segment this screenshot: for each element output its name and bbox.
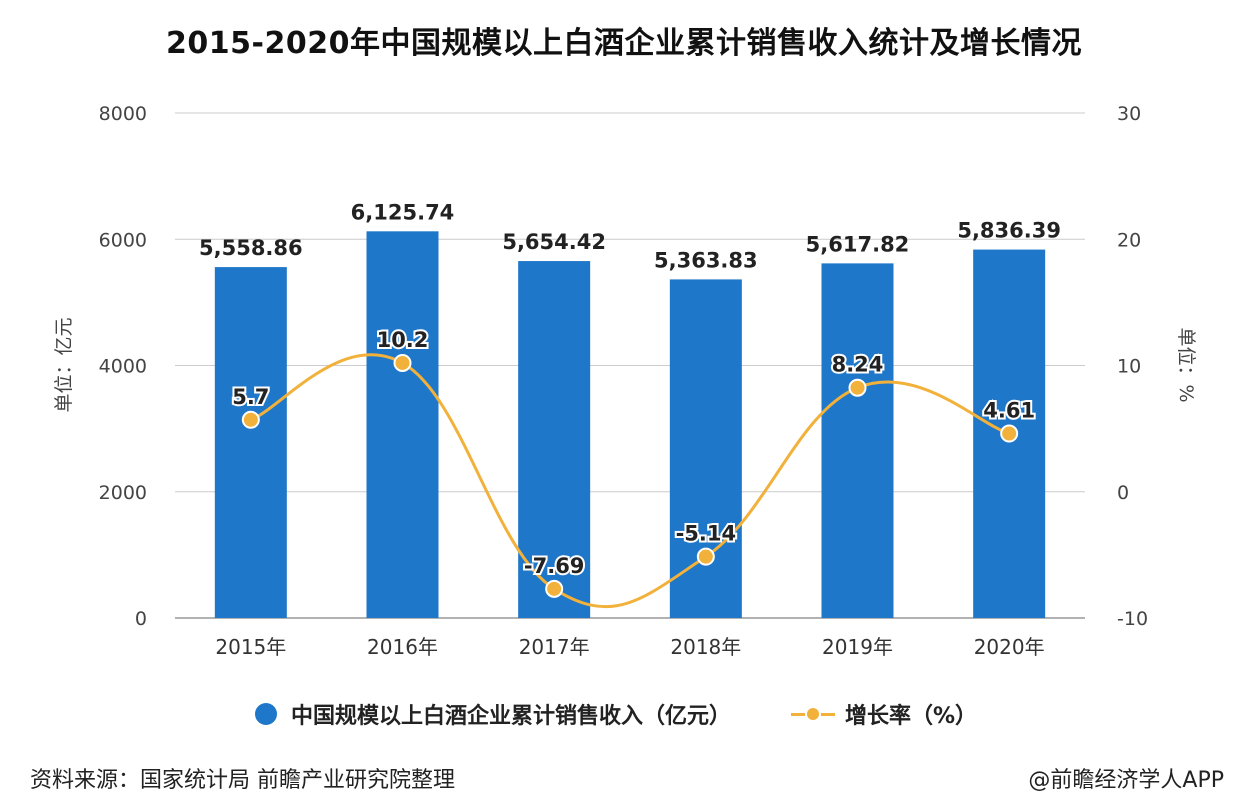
bar-value-label: 5,363.83 xyxy=(654,248,758,272)
y-right-tick-label: 10 xyxy=(1117,356,1141,378)
growth-point xyxy=(243,412,259,428)
growth-point xyxy=(698,549,714,565)
x-tick-label: 2019年 xyxy=(822,635,893,659)
growth-line xyxy=(251,355,1009,607)
y-right-tick-label: 20 xyxy=(1117,229,1141,251)
y-left-tick-label: 0 xyxy=(135,608,147,630)
x-tick-label: 2016年 xyxy=(367,635,438,659)
source-note: 资料来源：国家统计局 前瞻产业研究院整理 xyxy=(30,762,455,794)
y-right-tick-label: 0 xyxy=(1117,482,1129,504)
growth-point xyxy=(850,380,866,396)
y-left-tick-label: 6000 xyxy=(99,229,147,251)
chart-plot: 0 2000 4000 6000 8000 -10 0 10 20 30 单位：亿元 单位：% 5,55… xyxy=(0,0,1248,690)
bar xyxy=(367,231,439,618)
y-right-tick-label: 30 xyxy=(1117,103,1141,125)
bar-value-label: 5,558.86 xyxy=(199,236,303,260)
chart-legend: 中国规模以上白酒企业累计销售收入（亿元） 增长率（%） xyxy=(255,698,977,730)
growth-point xyxy=(1001,426,1017,442)
bar-value-label: 5,617.82 xyxy=(806,232,910,256)
legend-line-label: 增长率（%） xyxy=(845,698,977,730)
bar-value-label: 5,836.39 xyxy=(957,219,1061,243)
bar xyxy=(670,279,742,618)
bar xyxy=(822,263,894,618)
growth-point xyxy=(546,581,562,597)
growth-value-label: 5.7 xyxy=(232,385,269,409)
growth-point xyxy=(395,355,411,371)
growth-value-label: -5.14 xyxy=(676,522,737,546)
y-left-axis-title: 单位：亿元 xyxy=(53,317,75,412)
credit-note: @前瞻经济学人APP xyxy=(1028,762,1224,794)
growth-value-label: 8.24 xyxy=(832,353,884,377)
bar xyxy=(215,267,287,618)
y-left-tick-label: 4000 xyxy=(99,356,147,378)
growth-value-label: 4.61 xyxy=(983,399,1035,423)
bar-value-label: 5,654.42 xyxy=(502,230,606,254)
legend-line-swatch xyxy=(791,703,835,725)
x-tick-label: 2018年 xyxy=(670,635,741,659)
y-left-tick-label: 8000 xyxy=(99,103,147,125)
y-left-tick-label: 2000 xyxy=(99,482,147,504)
x-tick-label: 2020年 xyxy=(974,635,1045,659)
legend-bar-label: 中国规模以上白酒企业累计销售收入（亿元） xyxy=(291,698,731,730)
legend-bar-swatch xyxy=(255,703,277,725)
y-right-axis-title: 单位：% xyxy=(1175,327,1197,402)
growth-value-label: 10.2 xyxy=(377,328,429,352)
x-tick-label: 2015年 xyxy=(215,635,286,659)
y-right-tick-label: -10 xyxy=(1117,608,1148,630)
x-tick-label: 2017年 xyxy=(519,635,590,659)
bar-value-label: 6,125.74 xyxy=(351,200,455,224)
growth-value-label: -7.69 xyxy=(524,554,585,578)
